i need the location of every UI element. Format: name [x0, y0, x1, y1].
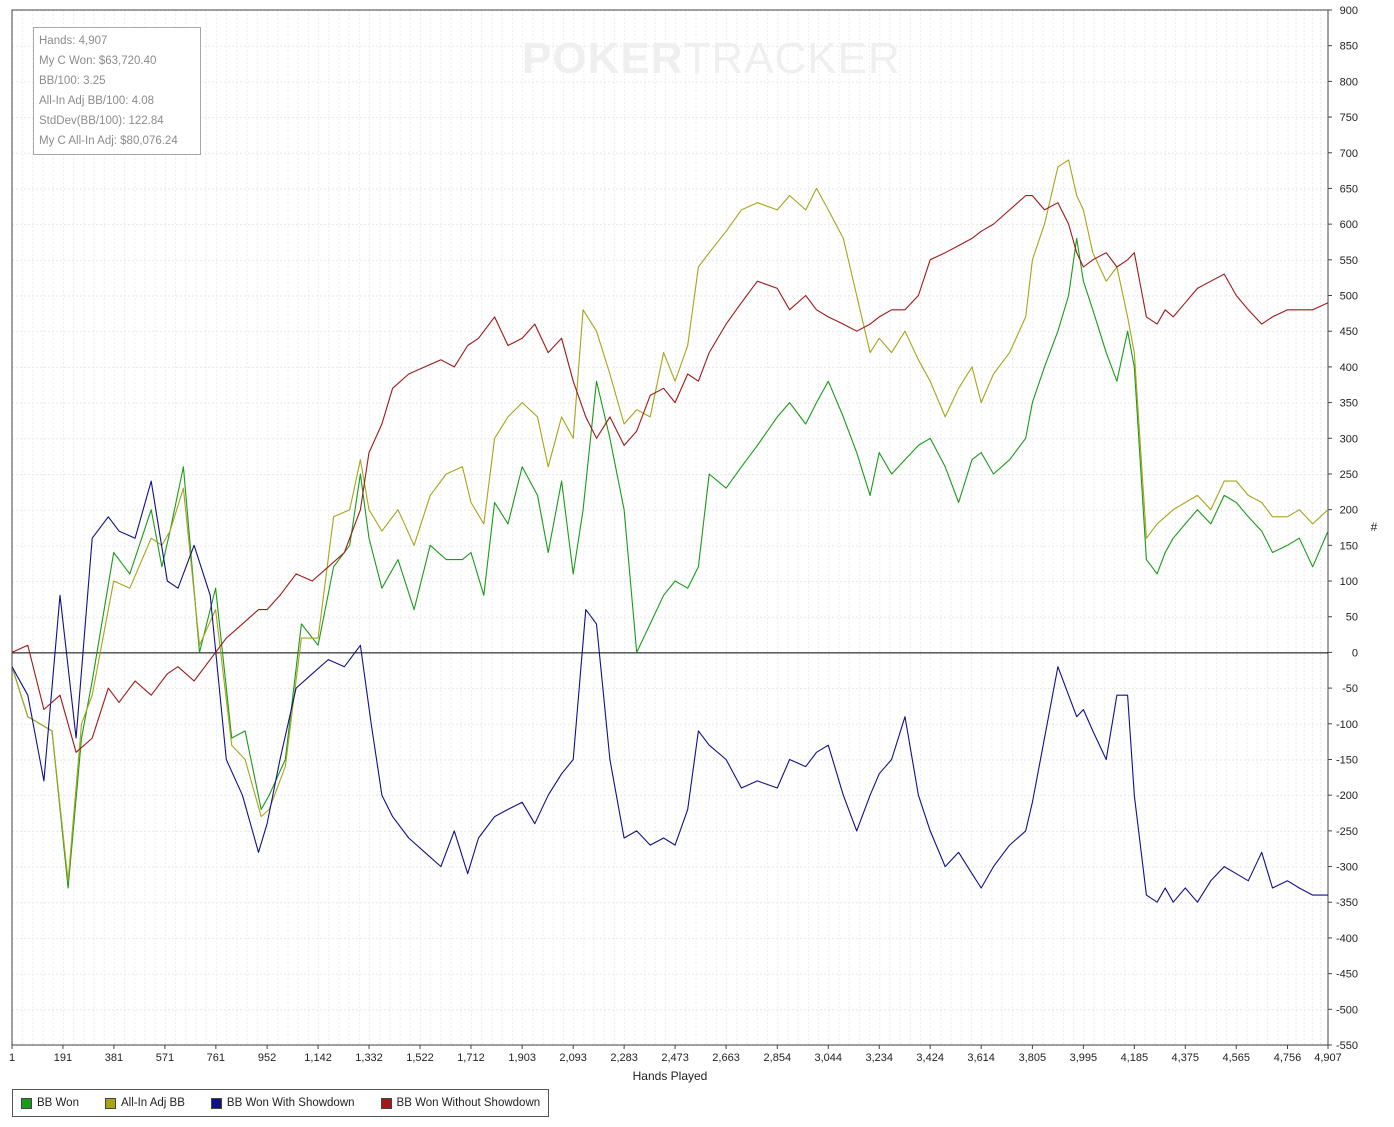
y-tick-label: -100 — [1336, 719, 1358, 731]
series-lines — [11, 159, 1329, 903]
x-axis-ticks: 1 191 381 571 761 952 1,142 1,332 1,522 1,712 1,90… — [9, 1045, 1342, 1064]
y-tick-label: 600 — [1340, 219, 1358, 231]
legend-item-all-in-adj-bb[interactable]: All-In Adj BB — [104, 1097, 185, 1109]
x-tick-label: 1,903 — [508, 1052, 536, 1064]
x-tick-label: 761 — [207, 1052, 225, 1064]
stat-all-in-adj-bb-per-100: All-In Adj BB/100: 4.08 — [39, 95, 155, 107]
stat-stddev: StdDev(BB/100): 122.84 — [39, 115, 164, 127]
y-tick-label: 900 — [1340, 5, 1358, 17]
stats-summary-box: Hands: 4,907 My C Won: $63,720.40 BB/100… — [33, 27, 201, 155]
legend-swatch — [21, 1097, 32, 1109]
legend-item-bb-won-without-showdown[interactable]: BB Won Without Showdown — [380, 1097, 541, 1109]
y-tick-label: -200 — [1336, 790, 1358, 802]
y-tick-label: 750 — [1340, 112, 1358, 124]
y-tick-label: 300 — [1340, 433, 1358, 445]
y-tick-label: -400 — [1336, 933, 1358, 945]
legend-item-bb-won-with-showdown[interactable]: BB Won With Showdown — [210, 1097, 355, 1109]
y-tick-label: 150 — [1340, 540, 1358, 552]
x-tick-label: 4,185 — [1121, 1052, 1149, 1064]
stat-my-c-all-in-adj: My C All-In Adj: $80,076.24 — [39, 135, 178, 147]
x-tick-label: 1 — [9, 1052, 15, 1064]
x-tick-label: 1,522 — [406, 1052, 434, 1064]
legend-swatch — [380, 1097, 392, 1109]
x-tick-label: 1,712 — [457, 1052, 485, 1064]
x-tick-label: 4,756 — [1274, 1052, 1302, 1064]
watermark-chip: O — [552, 34, 588, 83]
legend-label: BB Won With Showdown — [226, 1097, 355, 1109]
x-tick-label: 952 — [258, 1052, 276, 1064]
y-tick-label: -300 — [1336, 862, 1358, 874]
x-tick-label: 3,614 — [967, 1052, 995, 1064]
y-axis-ticks: 9008508007507006506005505004504003503002… — [1328, 5, 1358, 1052]
x-tick-label: 1,332 — [355, 1052, 383, 1064]
legend-swatch — [210, 1097, 222, 1109]
series-line-bb-won-without-showdown — [11, 195, 1329, 753]
legend-label: All-In Adj BB — [120, 1097, 185, 1109]
x-tick-label: 2,093 — [559, 1052, 587, 1064]
y-tick-label: -150 — [1336, 754, 1358, 766]
x-tick-label: 2,854 — [764, 1052, 792, 1064]
x-axis-label: Hands Played — [633, 1069, 708, 1083]
legend-label: BB Won — [37, 1097, 79, 1109]
series-line-all-in-adj-bb — [11, 159, 1329, 882]
pokertracker-watermark: POKERTRACKER — [522, 34, 901, 84]
x-tick-label: 3,234 — [865, 1052, 893, 1064]
y-axis-label: # — [1371, 520, 1378, 534]
y-tick-label: -550 — [1336, 1040, 1358, 1052]
x-tick-label: 3,995 — [1070, 1052, 1098, 1064]
x-tick-label: 191 — [54, 1052, 72, 1064]
legend-swatch — [104, 1097, 116, 1109]
y-tick-label: 350 — [1340, 398, 1358, 410]
stat-my-c-won: My C Won: $63,720.40 — [39, 55, 157, 67]
x-tick-label: 571 — [156, 1052, 174, 1064]
y-tick-label: 50 — [1346, 612, 1358, 624]
y-tick-label: 800 — [1340, 76, 1358, 88]
y-tick-label: 450 — [1340, 326, 1358, 338]
y-tick-label: 550 — [1340, 255, 1358, 267]
x-tick-label: 2,283 — [610, 1052, 638, 1064]
watermark-tracker: TRACKER — [683, 34, 901, 83]
x-tick-label: 2,663 — [712, 1052, 740, 1064]
y-tick-label: -450 — [1336, 969, 1358, 981]
y-tick-label: 500 — [1340, 291, 1358, 303]
y-tick-label: -500 — [1336, 1004, 1358, 1016]
legend-label: BB Won Without Showdown — [396, 1097, 541, 1109]
y-tick-label: 200 — [1340, 505, 1358, 517]
x-tick-label: 4,375 — [1172, 1052, 1200, 1064]
y-tick-label: 700 — [1340, 148, 1358, 160]
chart-grid — [12, 10, 1328, 1046]
stat-hands: Hands: 4,907 — [39, 35, 108, 47]
y-tick-label: 100 — [1340, 576, 1358, 588]
x-tick-label: 4,907 — [1314, 1052, 1342, 1064]
y-tick-label: 250 — [1340, 469, 1358, 481]
y-tick-label: 650 — [1340, 183, 1358, 195]
y-tick-label: 400 — [1340, 362, 1358, 374]
stat-bb-per-100: BB/100: 3.25 — [39, 75, 106, 87]
chart-legend: BB Won All-In Adj BB BB Won With Showdow… — [12, 1089, 550, 1117]
x-tick-label: 3,044 — [814, 1052, 842, 1064]
y-tick-label: -250 — [1336, 826, 1358, 838]
watermark-ker: KER — [587, 34, 684, 83]
series-line-bb-won — [11, 237, 1329, 889]
y-tick-label: 850 — [1340, 41, 1358, 53]
y-tick-label: -50 — [1342, 683, 1358, 695]
x-tick-label: 381 — [105, 1052, 123, 1064]
watermark-p: P — [522, 34, 553, 83]
series-line-bb-won-with-showdown — [11, 480, 1328, 903]
x-tick-label: 3,805 — [1019, 1052, 1047, 1064]
y-tick-label: 0 — [1352, 647, 1358, 659]
x-tick-label: 2,473 — [661, 1052, 689, 1064]
x-tick-label: 1,142 — [304, 1052, 332, 1064]
plot-frame — [11, 9, 1329, 1046]
legend-item-bb-won[interactable]: BB Won — [21, 1097, 79, 1109]
x-tick-label: 4,565 — [1222, 1052, 1250, 1064]
x-tick-label: 3,424 — [916, 1052, 944, 1064]
y-tick-label: -350 — [1336, 897, 1358, 909]
